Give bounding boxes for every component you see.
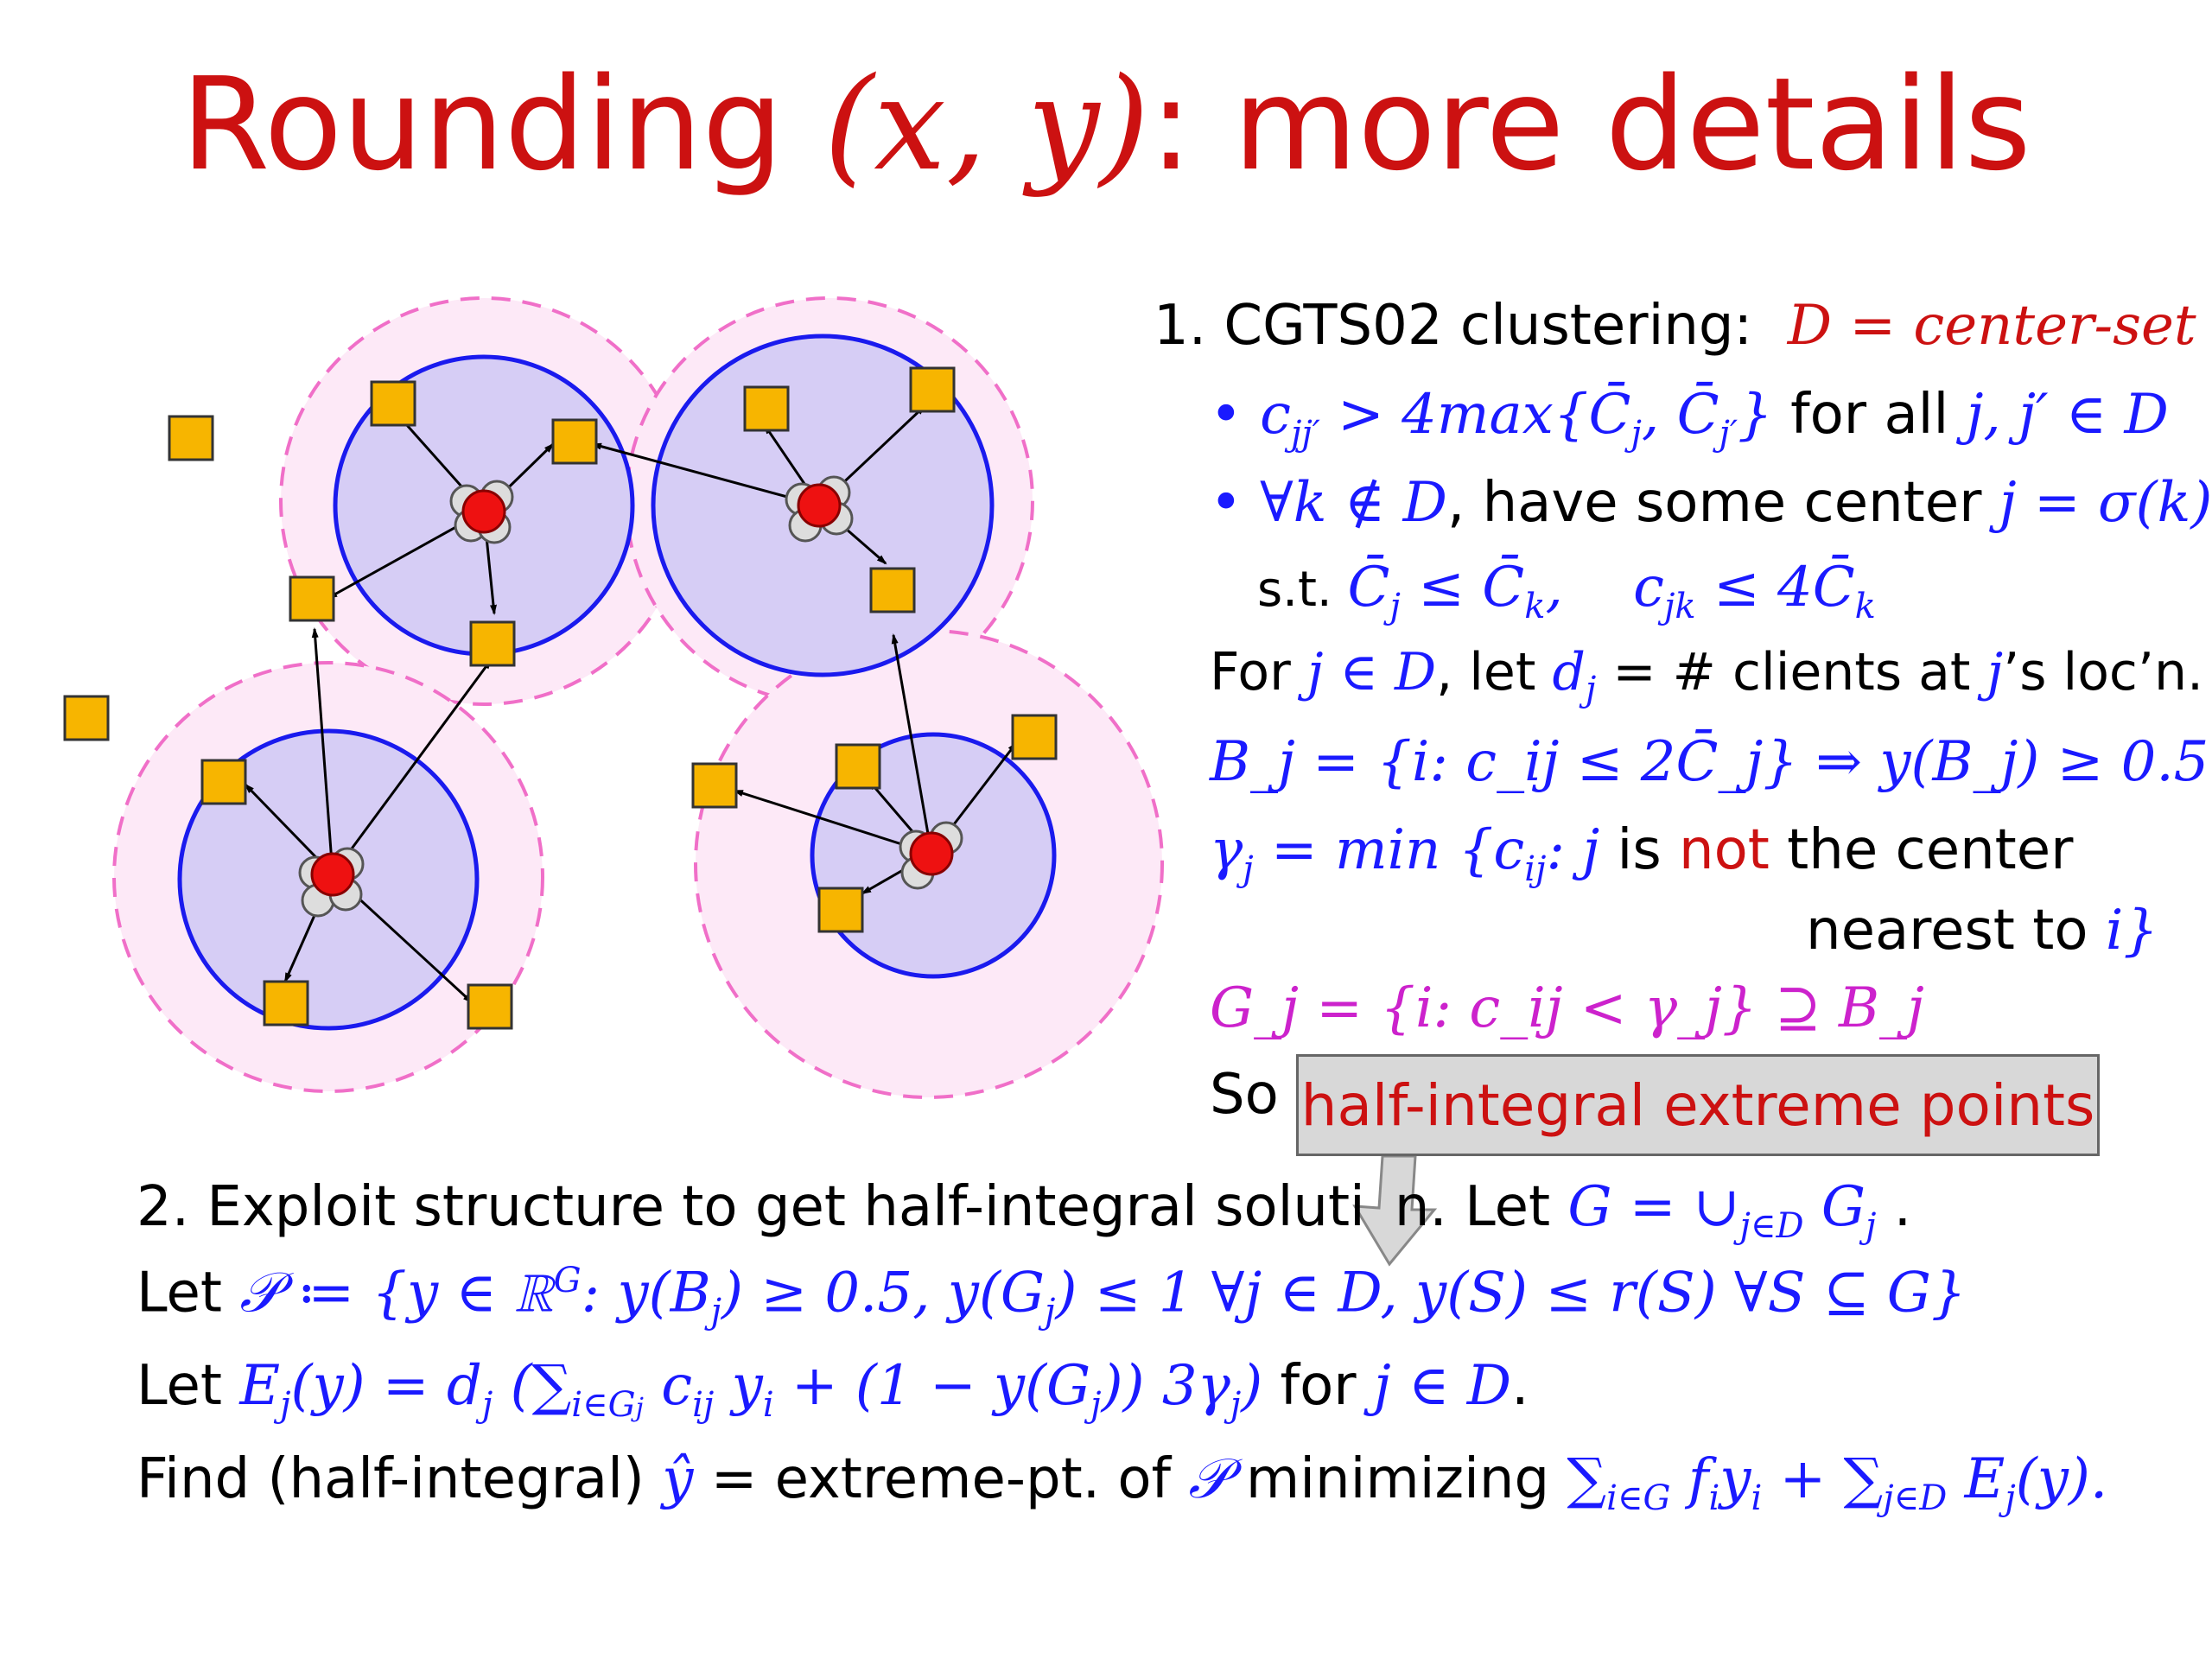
gamma-line: γj = min {cij: j is not the center <box>1210 818 2074 889</box>
client-nodes <box>63 366 1058 1030</box>
step2-find: Find (half-integral) ŷ = extreme-pt. of … <box>137 1447 2108 1518</box>
step2-polytope: Let 𝒫 ≔ {y ∈ ℝG: y(Bj) ≥ 0.5, y(Gj) ≤ 1 … <box>137 1261 1967 1332</box>
bullet-condition: s.t. C̄j ≤ C̄k, cjk ≤ 4C̄k <box>1257 556 1876 626</box>
bullet-assignment: • ∀k ∉ D, have some center j = σ(k) <box>1210 471 2212 535</box>
callout-arrow <box>1352 1156 1438 1267</box>
step2-line1: 2. Exploit structure to get half-integra… <box>137 1175 1912 1246</box>
clustering-diagram <box>63 296 1164 1099</box>
step2-ej: Let Ej(y) = dj (∑i∈Gj cij yi + (1 − y(Gj… <box>137 1354 1529 1425</box>
callout-half-integral: half-integral extreme points <box>1296 1054 2100 1156</box>
gamma-line-cont: nearest to i} <box>1806 899 2158 963</box>
for-line: For j ∈ D, let dj = # clients at j’s loc… <box>1210 642 2204 709</box>
g-line: G_j = {i: c_ij < γ_j} ⊇ B_j <box>1210 976 1924 1040</box>
bullet-separation: • cjj′ > 4max{C̄j, C̄j′} for all j, j′ ∈… <box>1210 383 2169 454</box>
center-nodes <box>310 483 954 897</box>
b-line: B_j = {i: c_ij ≤ 2C̄_j} ⇒ y(B_j) ≥ 0.5 <box>1210 730 2209 794</box>
slide-title: Rounding (x, y): more details <box>181 50 2031 199</box>
step1-heading: 1. CGTS02 clustering: D = center-set <box>1154 294 2196 358</box>
so-text: So <box>1210 1063 1279 1127</box>
